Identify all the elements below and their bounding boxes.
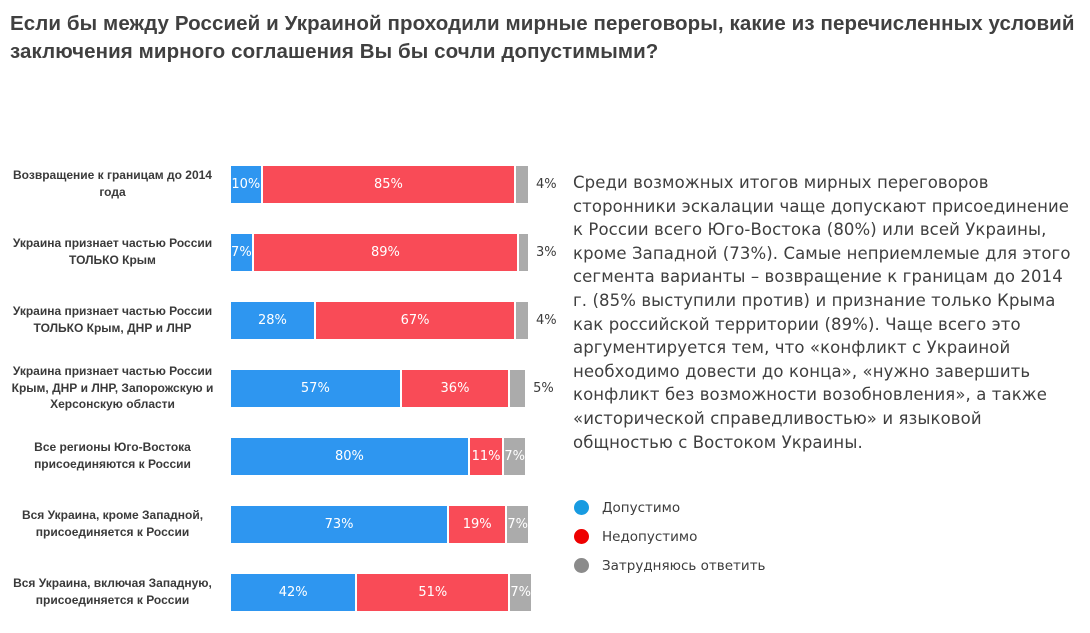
category-label: Украина признает частью России ТОЛЬКО Кр…: [12, 304, 213, 335]
chart-row: Украина признает частью России ТОЛЬКО Кр…: [0, 218, 565, 286]
chart-row: Украина признает частью России Крым, ДНР…: [0, 354, 565, 422]
bar-value-label: 3%: [536, 244, 557, 260]
bar-segment: 73%: [231, 505, 448, 543]
bar-segment: 28%: [231, 301, 314, 339]
category-label: Украина признает частью России Крым, ДНР…: [11, 363, 214, 412]
stacked-bar: 80% 11% 7%: [231, 437, 526, 475]
legend-label: Допустимо: [602, 499, 681, 516]
bar-segment: 42%: [231, 573, 356, 611]
chart-title: Если бы между Россией и Украиной проходи…: [10, 12, 1075, 64]
bar-segment: 7%: [231, 233, 252, 271]
bar-segment: 7%: [510, 573, 531, 611]
legend-label: Затрудняюсь ответить: [602, 557, 766, 574]
legend-item: Допустимо: [574, 493, 766, 522]
stacked-bar: 57% 36%: [231, 369, 526, 407]
stacked-bar: 10% 85%: [231, 165, 529, 203]
bar-segment: 51%: [357, 573, 509, 611]
bar-segment: 10%: [231, 165, 261, 203]
bar-segment: 67%: [315, 301, 515, 339]
stacked-bar: 7% 89%: [231, 233, 529, 271]
category-label: Все регионы Юго-Востока присоединяются к…: [34, 440, 191, 471]
legend: Допустимо Недопустимо Затрудняюсь ответить: [574, 493, 766, 580]
bar-value-label: 4%: [536, 176, 557, 192]
stacked-bar-chart: Возвращение к границам до 2014 года 10% 85…: [0, 150, 565, 626]
bar-segment: [510, 369, 526, 407]
bar-segment: 57%: [231, 369, 400, 407]
bar-segment: [519, 233, 529, 271]
stacked-bar: 42% 51% 7%: [231, 573, 531, 611]
stacked-bar: 73% 19% 7%: [231, 505, 529, 543]
bar-segment: 19%: [449, 505, 506, 543]
bar-segment: 7%: [504, 437, 526, 475]
bar-segment: 85%: [262, 165, 515, 203]
category-label: Возвращение к границам до 2014 года: [13, 168, 212, 199]
category-label: Украина признает частью России ТОЛЬКО Кр…: [12, 236, 213, 267]
legend-item: Недопустимо: [574, 522, 766, 551]
chart-row: Вся Украина, включая Западную, присоедин…: [0, 558, 565, 626]
legend-dot-icon: [574, 558, 589, 573]
bar-segment: [516, 165, 529, 203]
annotation-text: Среди возможных итогов мирных переговоро…: [573, 173, 1071, 452]
chart-row: Вся Украина, кроме Западной, присоединяе…: [0, 490, 565, 558]
legend-label: Недопустимо: [602, 528, 698, 545]
chart-row: Все регионы Юго-Востока присоединяются к…: [0, 422, 565, 490]
category-label: Вся Украина, кроме Западной, присоединяе…: [21, 508, 204, 539]
bar-segment: 80%: [231, 437, 468, 475]
bar-value-label: 5%: [533, 380, 554, 396]
chart-row: Украина признает частью России ТОЛЬКО Кр…: [0, 286, 565, 354]
bar-segment: 11%: [469, 437, 503, 475]
category-label: Вся Украина, включая Западную, присоедин…: [13, 576, 212, 607]
bar-segment: 36%: [401, 369, 509, 407]
bar-segment: 89%: [253, 233, 518, 271]
bar-segment: [516, 301, 529, 339]
chart-row: Возвращение к границам до 2014 года 10% 85…: [0, 150, 565, 218]
bar-value-label: 4%: [536, 312, 557, 328]
bar-segment: 7%: [507, 505, 529, 543]
stacked-bar: 28% 67%: [231, 301, 529, 339]
legend-dot-icon: [574, 500, 589, 515]
legend-dot-icon: [574, 529, 589, 544]
legend-item: Затрудняюсь ответить: [574, 551, 766, 580]
